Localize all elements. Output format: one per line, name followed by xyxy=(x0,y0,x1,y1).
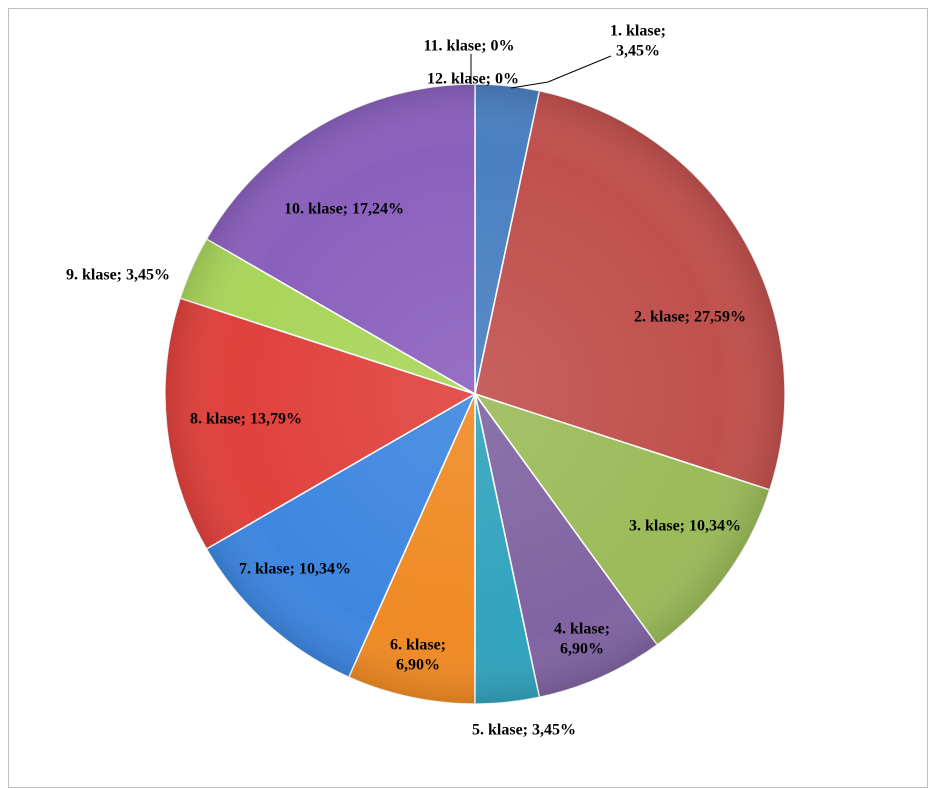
data-label-8: 8. klase; 13,79% xyxy=(190,411,302,428)
data-label-5: 5. klase; 3,45% xyxy=(472,722,576,739)
data-label-10: 10. klase; 17,24% xyxy=(284,201,404,218)
leader-line-1 xyxy=(510,55,612,89)
data-label-4: 4. klase; 6,90% xyxy=(554,621,610,658)
data-label-2: 2. klase; 27,59% xyxy=(634,309,746,326)
data-label-7: 7. klase; 10,34% xyxy=(239,561,351,578)
data-label-9: 9. klase; 3,45% xyxy=(66,267,170,284)
data-label-1: 1. klase; 3,45% xyxy=(610,23,666,60)
pie-slices xyxy=(164,83,786,705)
data-label-12: 12. klase; 0% xyxy=(427,71,519,88)
data-label-6: 6. klase; 6,90% xyxy=(390,637,446,674)
data-label-3: 3. klase; 10,34% xyxy=(629,518,741,535)
data-label-11: 11. klase; 0% xyxy=(423,38,514,55)
data-labels: 1. klase; 3,45% 2. klase; 27,59% 3. klase; … xyxy=(66,23,746,739)
leader-lines xyxy=(470,54,612,89)
